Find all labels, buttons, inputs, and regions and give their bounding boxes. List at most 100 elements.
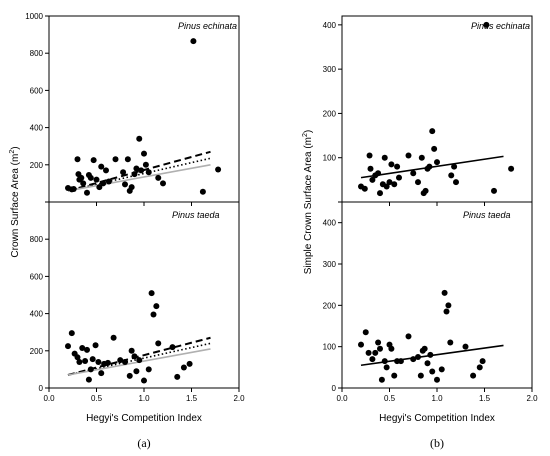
data-point <box>388 161 395 168</box>
y-tick-label: 400 <box>30 310 44 319</box>
y-tick-label: 1000 <box>25 12 43 21</box>
data-point <box>153 303 160 310</box>
data-point <box>381 154 388 161</box>
data-point <box>133 165 140 172</box>
data-point <box>429 368 436 375</box>
data-point <box>87 174 94 181</box>
data-point <box>98 370 105 377</box>
x-tick-label: 0.0 <box>336 394 348 403</box>
data-point <box>104 359 111 366</box>
data-point <box>366 152 373 159</box>
x-tick-label: 1.0 <box>431 394 443 403</box>
data-point <box>448 172 455 179</box>
regression-line-solid <box>67 164 211 192</box>
data-point <box>508 165 515 172</box>
caption-b: (b) <box>430 436 444 450</box>
data-point <box>479 358 486 365</box>
caption-a: (a) <box>137 436 150 450</box>
y-tick-label: 0 <box>39 384 44 393</box>
data-point <box>391 181 398 188</box>
data-point <box>148 290 155 297</box>
data-point <box>443 308 450 315</box>
y-tick-label: 400 <box>323 219 337 228</box>
data-point <box>80 180 87 187</box>
data-point <box>98 163 105 170</box>
data-point <box>438 366 445 373</box>
data-point <box>128 347 135 354</box>
data-point <box>394 163 401 170</box>
data-point <box>391 372 398 379</box>
data-point <box>447 339 454 346</box>
data-point <box>110 334 117 341</box>
data-point <box>65 343 71 350</box>
data-point <box>362 329 369 336</box>
y-tick-label: 400 <box>323 21 337 30</box>
y-tick-label: 600 <box>30 86 44 95</box>
data-point <box>160 180 166 187</box>
data-point <box>141 150 147 157</box>
data-point <box>367 165 374 172</box>
data-point <box>89 356 96 363</box>
data-point <box>383 183 390 190</box>
data-point <box>415 179 421 186</box>
data-point <box>90 157 97 164</box>
data-point <box>378 376 385 383</box>
y-tick-label: 600 <box>30 272 44 281</box>
data-point <box>142 161 149 168</box>
data-point <box>136 357 143 364</box>
data-point <box>82 358 89 365</box>
data-point <box>441 289 448 296</box>
data-point <box>415 354 421 360</box>
data-point <box>396 174 402 181</box>
species-label-a-bottom: Pinus taeda <box>172 210 220 220</box>
y-tick-label: 100 <box>323 343 337 352</box>
y-tick-label: 800 <box>30 49 44 58</box>
data-point <box>145 366 152 373</box>
y-axis-label-b: Simple Crown Surface Area (m2) <box>302 130 314 275</box>
data-point <box>128 184 135 191</box>
data-point <box>145 169 152 176</box>
data-point <box>434 159 440 166</box>
data-point <box>169 344 176 351</box>
y-axis-label-a: Crown Surface Area (m2) <box>9 146 21 257</box>
data-point <box>365 349 372 356</box>
data-point <box>141 377 147 384</box>
data-point <box>68 330 75 337</box>
species-label-a-top: Pinus echinata <box>178 21 237 31</box>
data-point <box>405 333 412 340</box>
x-tick-label: 1.5 <box>186 394 198 403</box>
y-tick-label: 200 <box>323 109 337 118</box>
x-tick-label: 0.0 <box>43 394 55 403</box>
data-point <box>180 364 187 371</box>
data-point <box>483 21 490 28</box>
data-point <box>174 373 181 380</box>
species-label-b-bottom: Pinus taeda <box>463 210 511 220</box>
data-point <box>93 176 100 183</box>
data-point <box>124 156 131 163</box>
data-point <box>462 343 469 350</box>
data-point <box>470 372 477 379</box>
y-tick-label: 800 <box>30 235 44 244</box>
data-point <box>138 167 145 174</box>
regression-line-dotted <box>67 157 211 192</box>
data-point <box>87 366 94 373</box>
data-point <box>424 360 431 367</box>
data-point <box>405 152 412 159</box>
data-point <box>122 358 128 365</box>
data-point <box>103 167 109 174</box>
y-tick-label: 400 <box>30 124 44 133</box>
data-point <box>397 358 404 365</box>
data-point <box>418 154 425 161</box>
data-point <box>122 181 128 188</box>
data-point <box>190 38 197 45</box>
data-point <box>431 145 438 152</box>
x-tick-label: 2.0 <box>526 394 538 403</box>
data-point <box>70 185 77 192</box>
data-point <box>377 345 383 352</box>
data-point <box>429 128 436 135</box>
data-point <box>76 358 83 365</box>
data-point <box>133 368 140 375</box>
data-point <box>136 135 143 142</box>
data-point <box>410 356 417 363</box>
